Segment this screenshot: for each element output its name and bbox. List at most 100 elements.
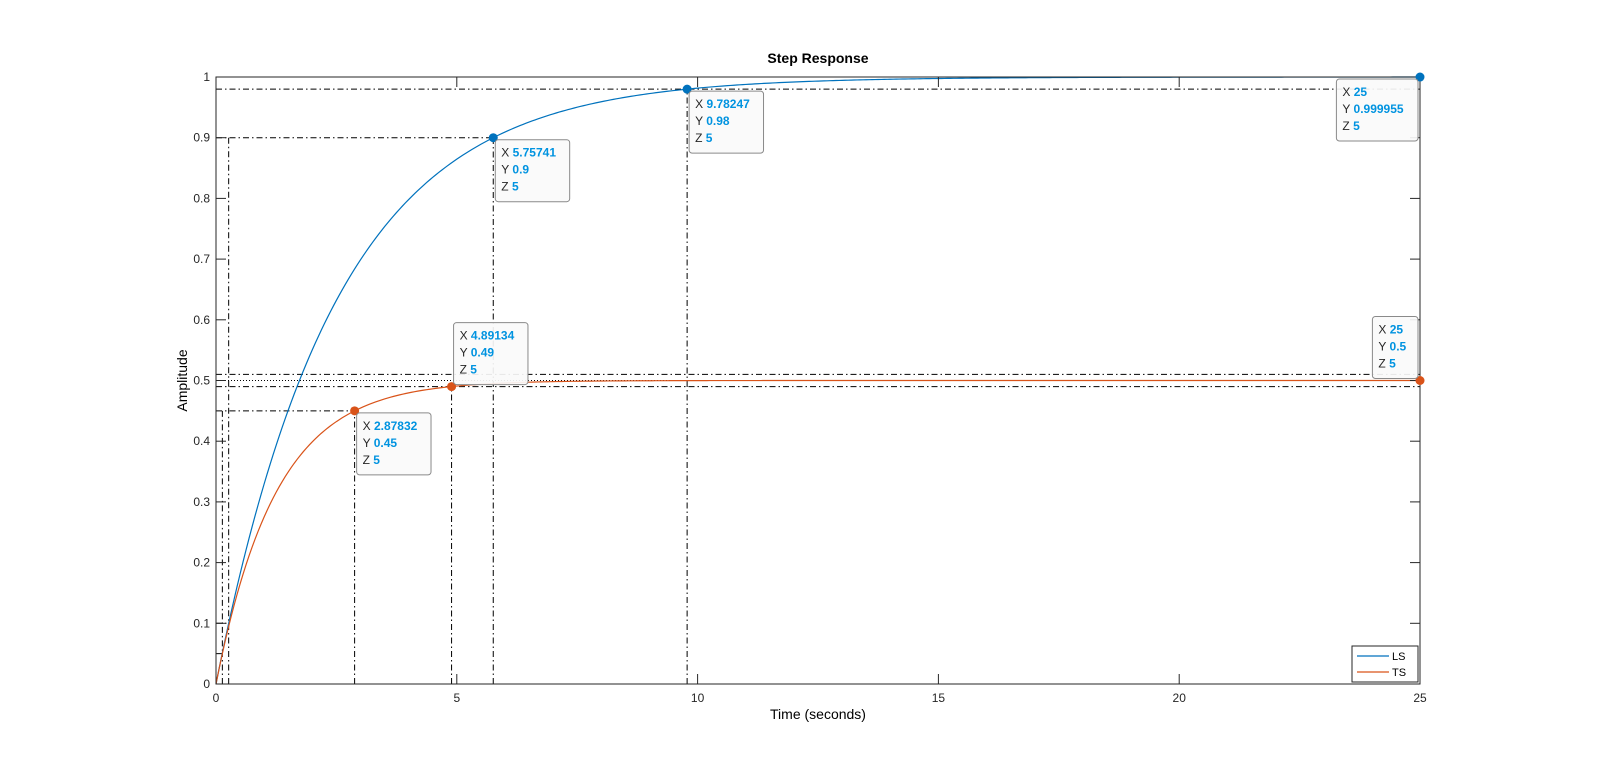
datatip-background: [1371, 316, 1419, 379]
legend-entry-ls: LS: [1392, 651, 1405, 663]
datatip-value: 25: [1390, 323, 1404, 337]
y-tick-label: 0.7: [193, 252, 210, 266]
datatip-row-x: X 5.75741: [501, 146, 556, 160]
y-tick-label: 0.3: [193, 495, 210, 509]
datatip-row-x: X 4.89134: [460, 329, 515, 343]
datatip-background: [453, 322, 529, 386]
legend[interactable]: LS TS: [1351, 645, 1419, 683]
datatip-marker: [1415, 72, 1425, 82]
datatip-key: Z: [695, 131, 706, 145]
datatip-background: [1335, 78, 1419, 142]
datatip-background: [688, 90, 765, 154]
datatip-value: 25: [1354, 85, 1368, 99]
y-tick-label: 1: [203, 70, 210, 84]
datatip-value: 5: [1389, 357, 1396, 371]
datatip-markers: [350, 72, 1425, 416]
datatip-row-z: Z 5: [1342, 119, 1360, 133]
datatip-key: Z: [501, 180, 512, 194]
datatip-row-z: Z 5: [501, 180, 519, 194]
datatip-value: 0.45: [374, 436, 398, 450]
datatip-key: Y: [695, 114, 706, 128]
datatip-marker: [682, 84, 692, 94]
datatip-key: X: [363, 419, 374, 433]
axes: 0 5 10 15 20 25 0 0.1 0.2 0.3 0.4 0.5 0.6 0.7 0.8 0.9 1: [193, 70, 1427, 705]
datatip-row-y: Y 0.49: [460, 346, 495, 360]
x-axis-label: Time (seconds): [770, 706, 866, 722]
datatip-marker: [350, 406, 360, 416]
datatip-marker: [1415, 376, 1425, 385]
datatip-row-x: X 9.78247: [695, 97, 750, 111]
datatip-value: 4.89134: [471, 329, 515, 343]
x-tick-label: 0: [213, 691, 220, 705]
y-tick-label: 0.8: [193, 191, 210, 205]
datatip-value: 5: [373, 453, 380, 467]
y-tick-label: 0.9: [193, 131, 210, 145]
datatip-row-y: Y 0.98: [695, 114, 730, 128]
y-tick-label: 0.2: [193, 556, 210, 570]
datatip-value: 5: [470, 363, 477, 377]
y-axis-label: Amplitude: [174, 349, 190, 411]
datatip-key: Y: [1342, 102, 1353, 116]
y-tick-label: 0.4: [193, 434, 210, 448]
datatip-background: [356, 412, 432, 476]
datatip-key: X: [695, 97, 706, 111]
datatip-key: Z: [363, 453, 374, 467]
y-tick-label: 0.6: [193, 313, 210, 327]
datatip-key: Y: [1378, 340, 1389, 354]
datatip-key: Z: [1378, 357, 1389, 371]
legend-box: [1351, 645, 1419, 683]
datatip-background: [494, 139, 571, 203]
datatip-key: X: [1378, 323, 1389, 337]
datatip-value: 5: [706, 131, 713, 145]
x-tick-label: 20: [1173, 691, 1187, 705]
datatip-row-y: Y 0.9: [501, 163, 529, 177]
chart-title: Step Response: [767, 50, 868, 66]
datatip-row-x: X 2.87832: [363, 419, 418, 433]
datatip-value: 0.9: [512, 163, 529, 177]
x-tick-label: 5: [453, 691, 460, 705]
datatip-row-z: Z 5: [695, 131, 713, 145]
datatip-value: 0.49: [471, 346, 495, 360]
datatip-value: 5: [512, 180, 519, 194]
x-tick-label: 15: [932, 691, 946, 705]
datatip-key: X: [1342, 85, 1353, 99]
datatip-row-z: Z 5: [460, 363, 478, 377]
y-tick-label: 0.1: [193, 616, 210, 630]
datatip-marker: [488, 133, 498, 143]
datatip-row-y: Y 0.999955: [1342, 102, 1404, 116]
datatip-row-z: Z 5: [363, 453, 381, 467]
x-tick-label: 10: [691, 691, 705, 705]
datatip-value: 2.87832: [374, 419, 418, 433]
datatip-value: 0.5: [1390, 340, 1407, 354]
datatip-key: Y: [460, 346, 471, 360]
datatip-key: Z: [1342, 119, 1353, 133]
datatip-key: Y: [501, 163, 512, 177]
characteristic-lines: [216, 76, 1420, 684]
series-line-ts: [215, 379, 1420, 685]
x-tick-label: 25: [1413, 691, 1427, 705]
datatip-value: 9.78247: [706, 97, 750, 111]
datatip-key: X: [460, 329, 471, 343]
datatip-value: 0.999955: [1354, 102, 1404, 116]
datatip-box: X 25Y 0.5Z 5: [1371, 316, 1419, 379]
datatip-marker: [447, 382, 457, 392]
datatip-key: Z: [460, 363, 471, 377]
datatip-value: 5: [1353, 119, 1360, 133]
datatip-value: 0.98: [706, 114, 730, 128]
datatip-row-x: X 25: [1378, 323, 1403, 337]
datatip-key: X: [501, 146, 512, 160]
datatip-row-y: Y 0.5: [1378, 340, 1406, 354]
datatip-row-y: Y 0.45: [363, 436, 398, 450]
datatip-key: Y: [363, 436, 374, 450]
y-tick-label: 0.5: [193, 374, 210, 388]
y-tick-label: 0: [203, 677, 210, 691]
datatip-row-z: Z 5: [1378, 357, 1396, 371]
datatip-row-x: X 25: [1342, 85, 1367, 99]
